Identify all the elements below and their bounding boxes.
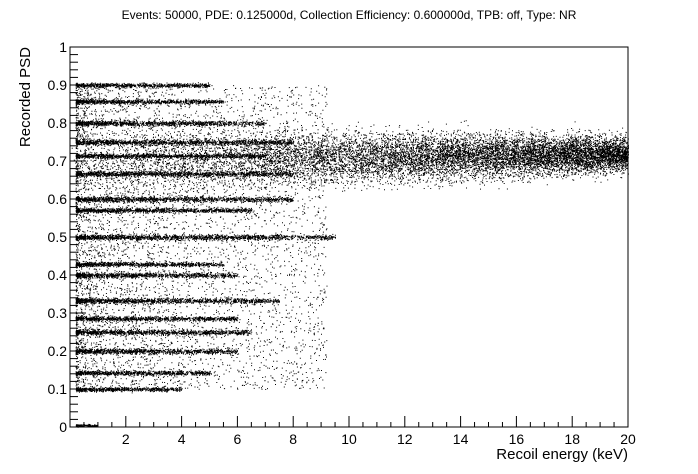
y-tick-label: 0.7 [48,153,68,169]
y-tick-label: 0.6 [48,191,68,207]
y-tick-label: 0.3 [48,305,68,321]
tick-labels: 2 4 6 8 10 12 14 16 18 20 0 0.1 0.2 0.3 0.4 0.5 0.6 0.7 0.… [48,39,636,447]
x-tick-label: 10 [341,431,357,447]
y-tick-label: 0.9 [48,77,68,93]
y-tick-label: 0.4 [48,267,68,283]
x-tick-label: 16 [509,431,525,447]
scatter-points [71,82,629,428]
chart-title: Events: 50000, PDE: 0.125000d, Collectio… [121,8,577,22]
y-axis-label: Recorded PSD [17,47,34,147]
y-tick-label: 1 [59,39,67,55]
y-tick-label: 0.1 [48,381,68,397]
x-tick-label: 8 [289,431,297,447]
axis-ticks [69,46,629,428]
y-tick-label: 0.5 [48,229,68,245]
x-tick-label: 4 [178,431,186,447]
x-tick-label: 6 [234,431,242,447]
x-tick-label: 14 [453,431,469,447]
x-tick-label: 18 [564,431,580,447]
y-tick-label: 0.8 [48,115,68,131]
y-tick-label: 0.2 [48,343,68,359]
x-axis-label: Recoil energy (keV) [496,446,628,463]
x-tick-label: 20 [620,431,636,447]
y-tick-label: 0 [59,419,67,435]
x-tick-label: 2 [122,431,130,447]
data-points [71,82,629,428]
x-tick-label: 12 [397,431,413,447]
